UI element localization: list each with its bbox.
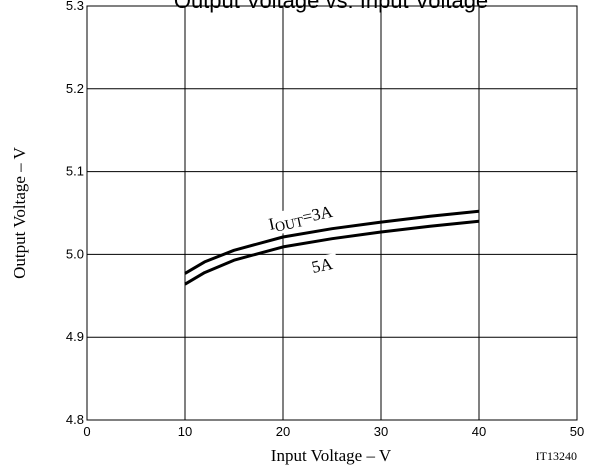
- series-label-main: I: [267, 214, 277, 234]
- x-axis-label: Input Voltage – V: [271, 446, 392, 465]
- series-label-5a-text: 5A: [310, 254, 335, 277]
- figure-code: IT13240: [536, 449, 577, 463]
- series-line-1: [184, 219, 480, 286]
- series-line-0: [184, 209, 480, 275]
- y-tick-label-4: 5.2: [66, 81, 84, 96]
- x-tick-label-3: 30: [374, 424, 388, 439]
- y-tick-label-2: 5.0: [66, 246, 84, 261]
- y-tick-label-5: 5.3: [66, 0, 84, 13]
- x-tick-labels: 0 10 20 30 40 50: [83, 424, 584, 439]
- series-label-5a: 5A: [306, 252, 340, 278]
- y-tick-label-1: 4.9: [66, 329, 84, 344]
- y-axis-label: Output Voltage – V: [10, 146, 29, 278]
- y-tick-label-3: 5.1: [66, 164, 84, 179]
- x-tick-label-1: 10: [178, 424, 192, 439]
- x-tick-label-0: 0: [83, 424, 90, 439]
- plot-frame: [86, 5, 578, 421]
- y-tick-label-0: 4.8: [66, 412, 84, 427]
- x-tick-label-2: 20: [276, 424, 290, 439]
- y-tick-labels: 4.8 4.9 5.0 5.1 5.2 5.3: [66, 0, 84, 427]
- series-label-sub: OUT: [274, 215, 306, 236]
- series-lines: [184, 209, 480, 286]
- x-tick-label-4: 40: [472, 424, 486, 439]
- x-tick-label-5: 50: [570, 424, 584, 439]
